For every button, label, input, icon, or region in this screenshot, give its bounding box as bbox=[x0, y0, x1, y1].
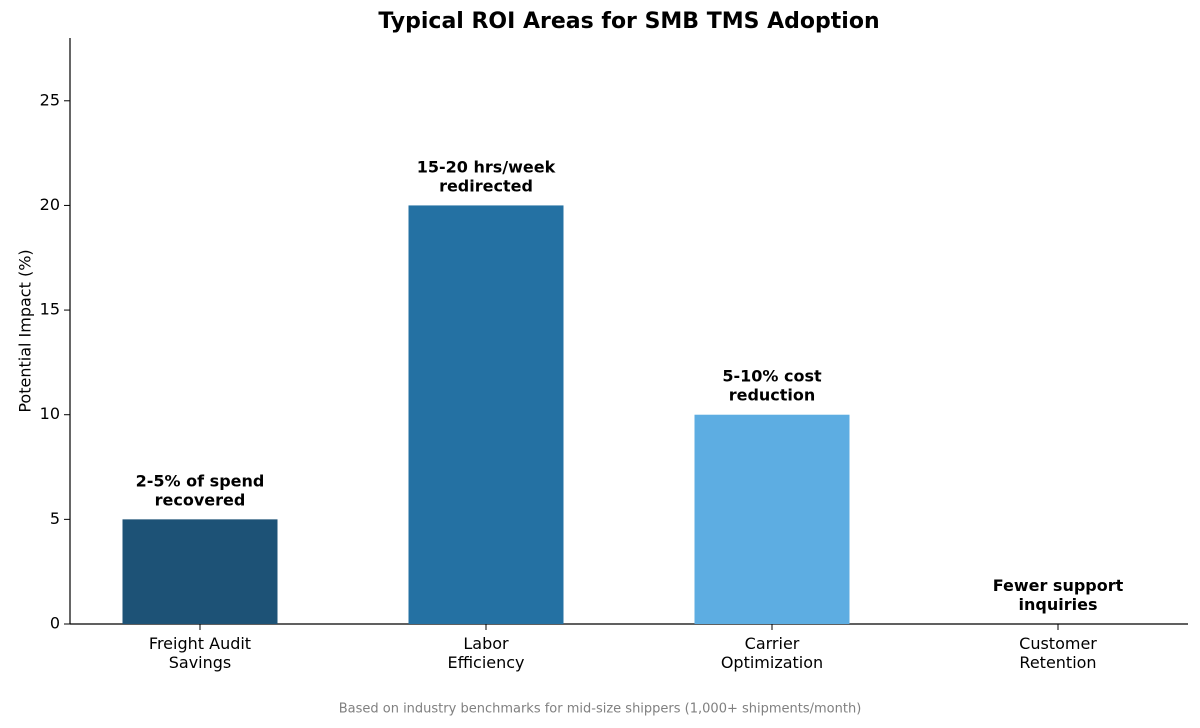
y-tick-label: 10 bbox=[40, 404, 60, 423]
y-tick-label: 15 bbox=[40, 300, 60, 319]
x-tick-label: Labor Efficiency bbox=[447, 634, 524, 672]
bar bbox=[694, 414, 850, 624]
bar bbox=[122, 519, 278, 624]
x-tick-label: Freight Audit Savings bbox=[149, 634, 251, 672]
y-tick-label: 25 bbox=[40, 90, 60, 109]
bar bbox=[408, 205, 564, 624]
y-axis-label: Potential Impact (%) bbox=[16, 249, 35, 412]
x-tick-label: Customer Retention bbox=[1019, 634, 1097, 672]
bar-annotation: 15-20 hrs/week redirected bbox=[417, 157, 556, 195]
bar-annotation: Fewer support inquiries bbox=[993, 576, 1124, 614]
footnote: Based on industry benchmarks for mid-siz… bbox=[339, 702, 862, 717]
bar-annotation: 5-10% cost reduction bbox=[722, 367, 822, 405]
x-tick-label: Carrier Optimization bbox=[721, 634, 823, 672]
y-tick-label: 0 bbox=[50, 614, 60, 633]
y-tick-label: 20 bbox=[40, 195, 60, 214]
chart-title: Typical ROI Areas for SMB TMS Adoption bbox=[378, 9, 879, 34]
bar-annotation: 2-5% of spend recovered bbox=[136, 471, 265, 509]
y-tick-label: 5 bbox=[50, 509, 60, 528]
